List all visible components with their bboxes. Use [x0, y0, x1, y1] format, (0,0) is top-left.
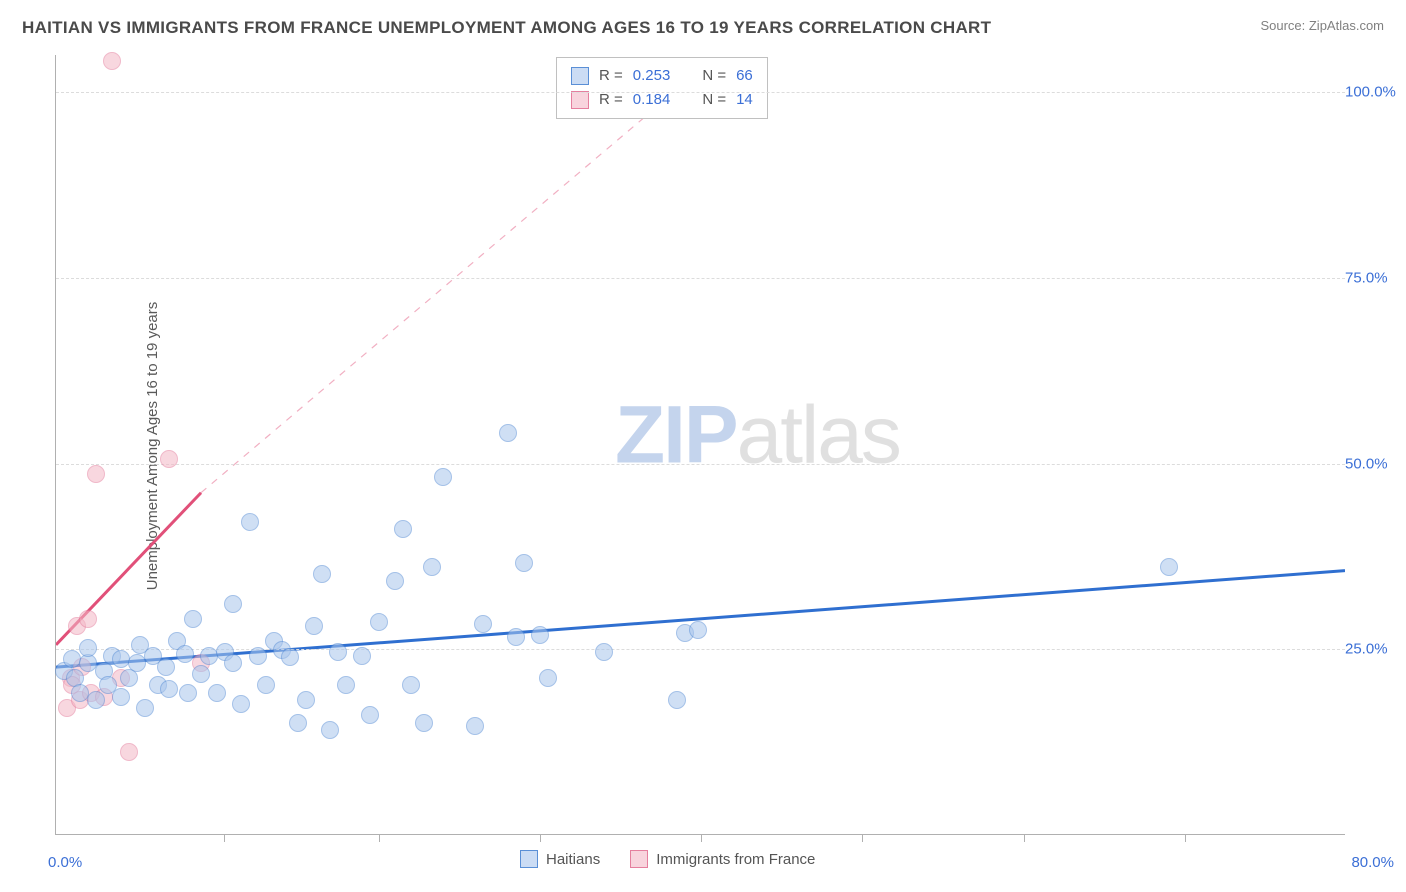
x-tick-mark	[1024, 834, 1025, 842]
legend-swatch	[520, 850, 538, 868]
haitians-point	[184, 610, 202, 628]
france-point	[103, 52, 121, 70]
haitians-point	[531, 626, 549, 644]
france-point	[87, 465, 105, 483]
haitians-point	[208, 684, 226, 702]
grid-line	[56, 278, 1345, 279]
x-tick-mark	[379, 834, 380, 842]
haitians-point	[415, 714, 433, 732]
stats-legend: R =0.253N =66R =0.184N =14	[556, 57, 768, 119]
haitians-point	[157, 658, 175, 676]
haitians-point	[361, 706, 379, 724]
haitians-point	[136, 699, 154, 717]
scatter-chart: ZIPatlas R =0.253N =66R =0.184N =14 25.0…	[55, 55, 1345, 835]
legend-swatch	[571, 91, 589, 109]
haitians-point	[466, 717, 484, 735]
x-tick-mark	[1185, 834, 1186, 842]
haitians-point	[689, 621, 707, 639]
trend-line-dashed	[201, 70, 700, 493]
legend-swatch	[630, 850, 648, 868]
x-axis-max-label: 80.0%	[1351, 854, 1394, 871]
source-label: Source: ZipAtlas.com	[1260, 18, 1384, 33]
x-axis-min-label: 0.0%	[48, 854, 82, 871]
haitians-point	[370, 613, 388, 631]
haitians-point	[297, 691, 315, 709]
haitians-point	[232, 695, 250, 713]
haitians-point	[1160, 558, 1178, 576]
haitians-point	[305, 617, 323, 635]
haitians-point	[224, 595, 242, 613]
haitians-point	[668, 691, 686, 709]
haitians-point	[595, 643, 613, 661]
chart-title: HAITIAN VS IMMIGRANTS FROM FRANCE UNEMPL…	[22, 18, 991, 38]
stats-row: R = 0.253 N = 66	[571, 64, 753, 88]
haitians-point	[249, 647, 267, 665]
haitians-point	[423, 558, 441, 576]
x-tick-mark	[224, 834, 225, 842]
haitians-point	[321, 721, 339, 739]
trend-lines-layer	[56, 55, 1345, 834]
haitians-point	[257, 676, 275, 694]
y-tick-label: 75.0%	[1345, 269, 1400, 286]
haitians-point	[353, 647, 371, 665]
grid-line	[56, 92, 1345, 93]
france-point	[160, 450, 178, 468]
y-tick-label: 100.0%	[1345, 84, 1400, 101]
haitians-point	[289, 714, 307, 732]
haitians-point	[434, 468, 452, 486]
haitians-point	[160, 680, 178, 698]
haitians-point	[281, 648, 299, 666]
grid-line	[56, 464, 1345, 465]
haitians-point	[507, 628, 525, 646]
haitians-point	[224, 654, 242, 672]
x-tick-mark	[540, 834, 541, 842]
haitians-point	[87, 691, 105, 709]
haitians-point	[179, 684, 197, 702]
stat-r-value: 0.253	[633, 64, 671, 88]
y-tick-label: 50.0%	[1345, 455, 1400, 472]
y-tick-label: 25.0%	[1345, 641, 1400, 658]
haitians-point	[112, 650, 130, 668]
legend-label: Haitians	[546, 851, 600, 868]
stat-n-value: 66	[736, 64, 753, 88]
haitians-point	[515, 554, 533, 572]
haitians-point	[539, 669, 557, 687]
watermark-zip: ZIP	[615, 389, 737, 480]
haitians-point	[329, 643, 347, 661]
watermark: ZIPatlas	[615, 388, 900, 482]
france-point	[79, 610, 97, 628]
stat-n-label: N =	[702, 64, 726, 88]
haitians-point	[386, 572, 404, 590]
watermark-atlas: atlas	[737, 389, 900, 480]
legend-label: Immigrants from France	[656, 851, 815, 868]
haitians-point	[394, 520, 412, 538]
haitians-point	[241, 513, 259, 531]
haitians-point	[192, 665, 210, 683]
x-tick-mark	[701, 834, 702, 842]
haitians-point	[313, 565, 331, 583]
haitians-point	[474, 615, 492, 633]
haitians-point	[112, 688, 130, 706]
stat-r-label: R =	[599, 64, 623, 88]
legend-swatch	[571, 67, 589, 85]
france-point	[120, 743, 138, 761]
haitians-point	[499, 424, 517, 442]
haitians-point	[176, 645, 194, 663]
haitians-point	[79, 639, 97, 657]
haitians-point	[337, 676, 355, 694]
haitians-point	[63, 650, 81, 668]
haitians-point	[402, 676, 420, 694]
x-tick-mark	[862, 834, 863, 842]
series-legend: Haitians Immigrants from France	[520, 850, 837, 868]
